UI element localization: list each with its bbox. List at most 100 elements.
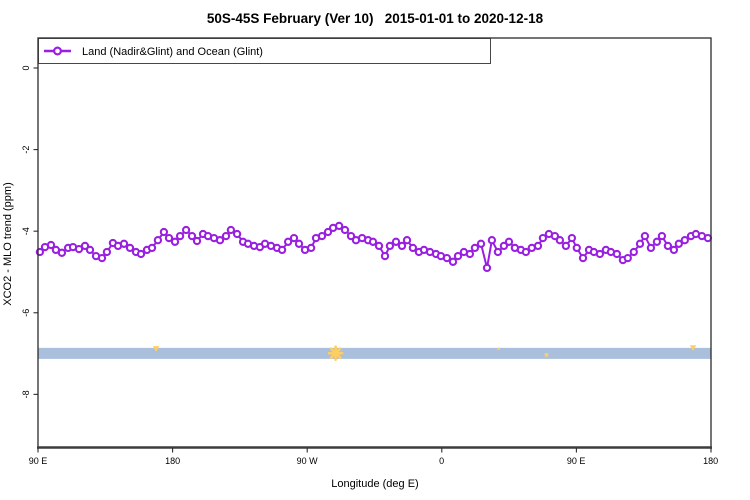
data-point [595,249,605,259]
qc-band [38,347,711,359]
legend-box [38,38,491,64]
data-point [334,221,344,231]
data-point [482,263,492,273]
data-point [277,245,287,255]
y-tick-label: -2 [21,146,31,154]
legend: Land (Nadir&Glint) and Ocean (Glint) [38,38,491,64]
data-point [306,243,316,253]
data-point [504,237,514,246]
data-point [470,243,480,253]
qc-band-layer [38,345,711,361]
data-point [391,237,401,246]
data-point [408,243,418,253]
data-point [317,231,327,241]
data-point [652,237,662,246]
data-point [538,233,548,243]
data-point [346,231,356,241]
data-point [102,247,112,257]
data-point [402,236,412,245]
data-point [232,229,242,239]
data-point [578,253,588,263]
legend-entry-label: Land (Nadir&Glint) and Ocean (Glint) [82,46,263,58]
data-point [493,247,503,257]
data-point [533,241,543,251]
data-point [192,236,202,246]
data-point [119,239,129,248]
flag-marker-star [329,347,342,360]
data-point [657,231,667,241]
data-point [74,244,84,254]
flag-marker-dot [497,347,500,350]
y-tick-label: -6 [21,309,31,317]
data-point [674,239,683,248]
data-point [612,249,622,259]
data-point [164,233,174,243]
data-point [465,249,475,259]
data-point [46,240,56,250]
data-point [187,231,197,241]
data-point [550,231,560,241]
data-point [215,236,225,245]
data-point [80,241,90,251]
flag-marker-triangle [689,345,697,352]
data-point [567,233,577,243]
data-point [623,253,632,263]
data-point [499,241,509,251]
data-point [147,243,157,253]
x-tick-label: 90 E [567,456,586,466]
data-point [476,239,486,248]
x-axis-label: Longitude (deg E) [331,478,418,490]
data-point [380,251,390,261]
y-axis-label: XCO2 - MLO trend (ppm) [2,182,14,305]
data-point [453,251,463,261]
data-point [385,241,395,251]
data-point [125,243,135,253]
flag-marker-triangle [152,346,160,352]
data-point [85,245,95,255]
y-tick-label: -4 [21,227,31,235]
chart-title: 50S-45S February (Ver 10) 2015-01-01 to … [207,11,544,26]
flag-marker-square [544,352,549,357]
data-point [703,233,713,243]
data-point [521,247,531,257]
data-point [640,231,650,241]
data-point [221,231,231,241]
data-point [181,225,191,235]
data-point [323,227,333,237]
data-point [663,241,673,251]
ticks-layer [33,67,712,453]
data-point [487,236,497,245]
x-tick-label: 90 W [297,456,319,466]
data-point [629,247,638,257]
data-point [175,231,185,241]
data-point [646,243,656,253]
data-point [340,225,350,235]
x-tick-label: 180 [165,456,180,466]
data-point [442,253,452,263]
data-point [561,241,571,251]
data-point [289,233,299,243]
series-layer [35,221,713,273]
x-tick-label: 0 [439,456,444,466]
data-point [680,236,689,245]
y-tick-label: -8 [21,390,31,398]
data-point [57,248,67,257]
data-point [448,257,458,266]
data-point [368,237,378,246]
x-tick-label: 180 [703,456,718,466]
data-point [226,225,236,235]
data-point [97,253,107,263]
data-point [397,241,407,251]
data-point [294,239,304,248]
legend-marker-icon [52,46,62,56]
data-point [283,237,293,246]
data-point [170,237,180,246]
y-tick-label: 0 [21,65,31,70]
x-tick-label: 90 E [29,456,48,466]
data-point [374,241,384,251]
data-point [635,239,645,248]
data-point [153,236,163,245]
data-point [159,227,169,237]
